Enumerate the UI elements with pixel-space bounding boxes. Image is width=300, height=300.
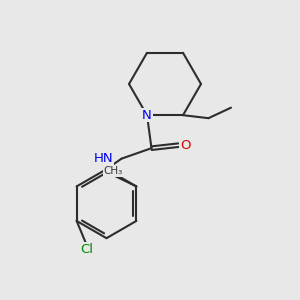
Text: HN: HN — [94, 152, 113, 165]
Text: Cl: Cl — [81, 243, 94, 256]
Text: N: N — [142, 109, 152, 122]
Text: O: O — [180, 139, 190, 152]
Text: CH₃: CH₃ — [104, 167, 123, 176]
